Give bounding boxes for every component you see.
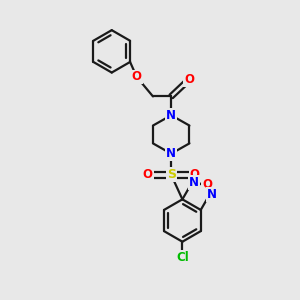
- Text: N: N: [166, 147, 176, 160]
- Text: O: O: [190, 168, 200, 182]
- Text: O: O: [132, 70, 142, 83]
- Text: O: O: [202, 178, 212, 190]
- Text: Cl: Cl: [176, 251, 189, 264]
- Text: N: N: [189, 176, 199, 189]
- Text: S: S: [167, 168, 176, 182]
- Text: N: N: [166, 109, 176, 122]
- Text: O: O: [142, 168, 153, 182]
- Text: O: O: [184, 73, 194, 86]
- Text: N: N: [207, 188, 217, 201]
